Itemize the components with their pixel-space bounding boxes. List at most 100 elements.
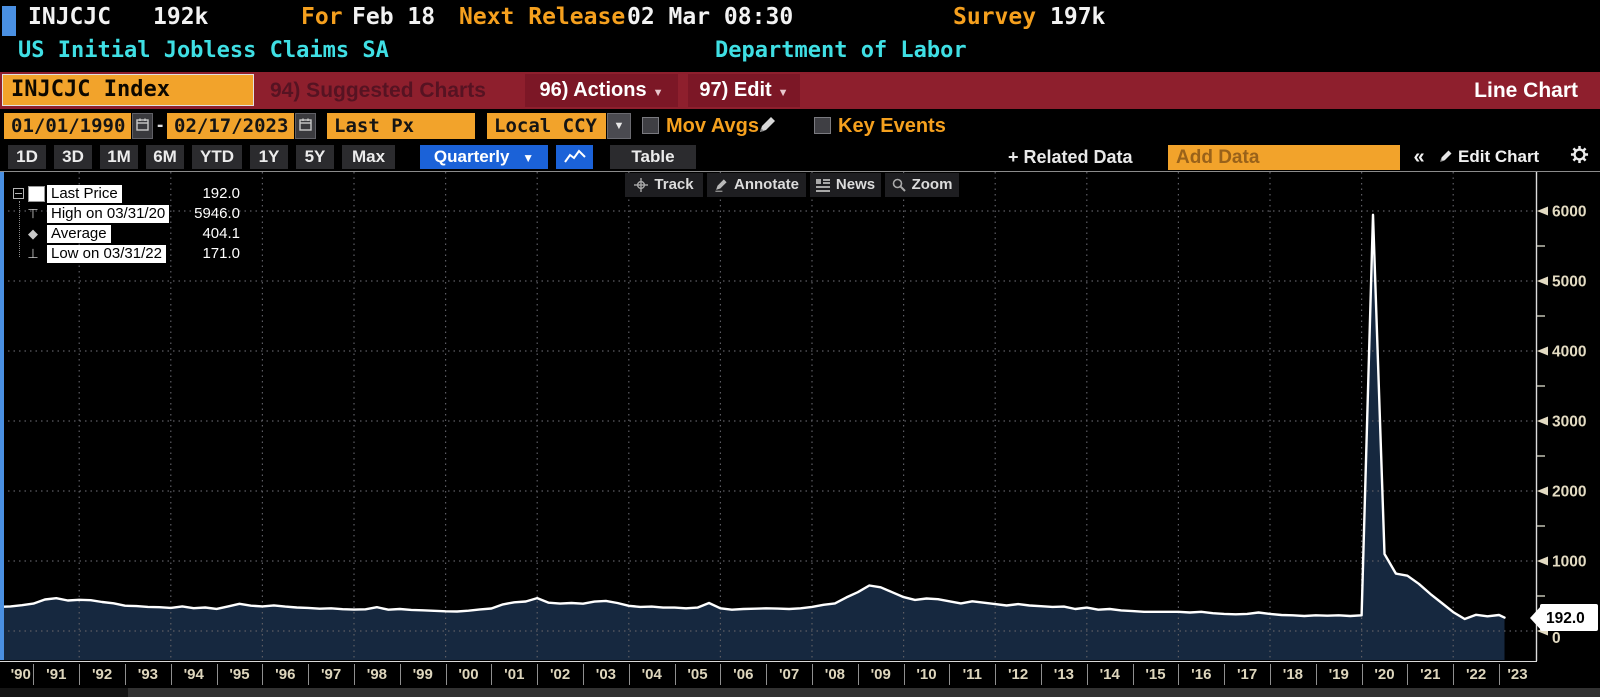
ticker-input[interactable]: INJCJC Index [2,74,254,106]
y-axis-label: 5000 [1552,274,1586,291]
range-button-5y[interactable]: 5Y [296,145,334,169]
y-axis-label: 4000 [1552,344,1586,361]
legend-collapse-icon[interactable] [13,188,24,199]
edit-button[interactable]: 97) Edit ▼ [688,74,800,107]
x-axis-year-label: '18 [1282,666,1304,683]
legend-item[interactable]: ◆ Average 404.1 [8,225,240,244]
x-axis-year-label: '16 [1191,666,1212,683]
period-dropdown[interactable]: Quarterly ▼ [420,145,548,169]
zoom-button[interactable]: Zoom [885,173,959,197]
x-axis-year-label: '14 [1099,666,1120,683]
y-axis-label: 2000 [1552,484,1586,501]
currency-field-input[interactable]: Local CCY [487,113,606,139]
x-axis-tick [995,664,996,685]
legend-series-swatch [28,186,45,202]
x-axis-year-label: '99 [412,666,433,683]
y-tick-arrow [1537,556,1548,566]
mov-avgs-label: Mov Avgs [666,115,759,137]
legend-label: Last Price [47,185,122,203]
range-button-ytd[interactable]: YTD [192,145,242,169]
table-button[interactable]: Table [610,145,696,169]
range-button-1d[interactable]: 1D [8,145,46,169]
x-axis-tick [1133,664,1134,685]
range-button-3d[interactable]: 3D [54,145,92,169]
last-price-tag-value: 192.0 [1546,610,1585,627]
suggested-charts-button[interactable]: 94) Suggested Charts [270,79,486,102]
x-axis-tick [354,664,355,685]
x-axis-year-label: '01 [504,666,525,683]
x-axis-year-label: '20 [1374,666,1395,683]
x-axis-year-label: '23 [1507,666,1528,683]
chart-type-icon-button[interactable] [556,145,593,169]
y-axis-label: 3000 [1552,414,1586,431]
x-axis-tick [1178,664,1179,685]
x-axis-tick [446,664,447,685]
x-axis-tick [583,664,584,685]
mov-avgs-checkbox[interactable] [642,117,659,134]
annotate-button[interactable]: Annotate [707,173,806,197]
legend-item[interactable]: ⊤ High on 03/31/20 5946.0 [8,205,240,224]
x-axis-tick [1407,664,1408,685]
currency-dropdown-button[interactable]: ▼ [607,113,631,139]
x-axis-year-label: '22 [1465,666,1487,683]
calendar-icon[interactable] [132,113,153,139]
x-axis-tick [904,664,905,685]
legend-value: 5946.0 [194,205,240,222]
x-axis-tick [629,664,630,685]
related-data-button[interactable]: + Related Data [1008,147,1133,167]
x-axis-tick [1362,664,1363,685]
x-axis-year-label: '94 [183,666,204,683]
panel-focus-indicator [2,6,16,36]
calendar-icon[interactable] [295,113,316,139]
x-axis-tick [125,664,126,685]
for-date: Feb 18 [352,4,436,30]
range-button-6m[interactable]: 6M [146,145,184,169]
legend-tree-line [19,201,21,257]
last-price-tag [1540,604,1598,631]
area-fill [0,214,1505,660]
y-tick-arrow [1537,346,1548,356]
settings-gear-icon[interactable] [1566,145,1592,170]
x-axis-year-label: '19 [1328,666,1349,683]
x-axis-year-label: '02 [549,666,571,683]
bottom-scrollbar[interactable] [128,688,1600,697]
x-axis-tick [491,664,492,685]
x-axis-tick [1316,664,1317,685]
add-data-input[interactable] [1168,145,1400,170]
track-button[interactable]: Track [625,173,703,197]
actions-button[interactable]: 96) Actions ▼ [525,74,678,107]
range-button-1y[interactable]: 1Y [250,145,288,169]
x-axis-year-label: '13 [1053,666,1075,683]
news-button[interactable]: News [810,173,881,197]
pencil-icon[interactable] [757,115,777,140]
x-axis-tick [1499,664,1500,685]
x-axis-tick [720,664,721,685]
range-button-1m[interactable]: 1M [100,145,138,169]
legend-item[interactable]: Last Price 192.0 [8,185,240,204]
x-axis-tick [949,664,950,685]
menu-bar: INJCJC Index 94) Suggested Charts 96) Ac… [0,72,1600,109]
actions-label: 96) Actions [539,79,647,101]
x-axis-year-label: '08 [824,666,846,683]
x-axis-year-strip: '90 '91 '92 '93 '94 '95 '96 '97 '98 '99 '00 '01 '02 '… [0,663,1536,686]
last-price-tag-pointer [1530,606,1541,630]
chevron-down-icon: ▼ [652,87,664,99]
chevron-down-icon: ▼ [613,120,625,132]
x-axis-year-label: '07 [778,666,800,683]
date-to-input[interactable]: 02/17/2023 [167,113,294,139]
average-marker-icon: ◆ [28,226,38,241]
legend-item[interactable]: ⊥ Low on 03/31/22 171.0 [8,245,240,264]
date-from-input[interactable]: 01/01/1990 [4,113,131,139]
chevron-down-icon: ▼ [777,87,789,99]
price-field-input[interactable]: Last Px [327,113,475,139]
key-events-checkbox[interactable] [814,117,831,134]
collapse-panel-button[interactable]: « [1413,146,1425,168]
x-axis-year-label: '21 [1420,666,1441,683]
range-button-max[interactable]: Max [342,145,395,169]
key-events-label: Key Events [838,115,946,137]
edit-chart-button[interactable]: Edit Chart [1438,145,1560,169]
x-axis-tick [766,664,767,685]
ticker-symbol[interactable]: INJCJC [28,4,112,30]
